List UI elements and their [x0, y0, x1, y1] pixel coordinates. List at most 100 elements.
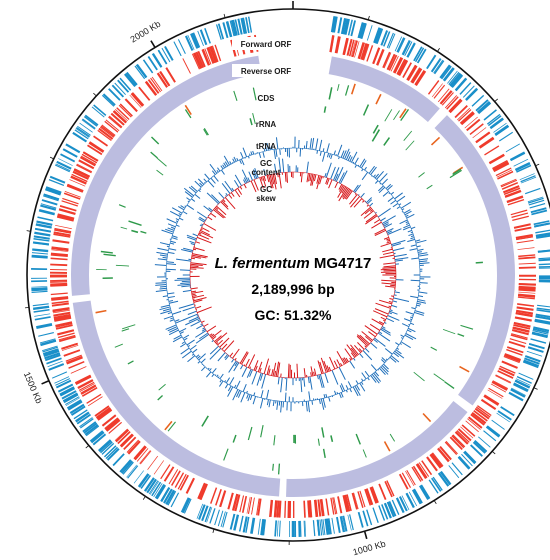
- gc-skew-baseline: [189, 171, 397, 379]
- reverse-orf-mark: [51, 297, 69, 301]
- gc-content-bar: [191, 353, 195, 356]
- gc-content-bar: [419, 262, 430, 265]
- forward-orf-mark: [478, 436, 491, 448]
- gc-content-track: [154, 136, 431, 413]
- cds-segment: [72, 300, 281, 497]
- trna-mark: [252, 87, 257, 101]
- reverse-orf-mark: [364, 489, 372, 506]
- forward-orf-mark: [233, 514, 239, 531]
- forward-orf-mark: [105, 446, 118, 459]
- trna-mark: [127, 360, 134, 365]
- reverse-orf-mark: [342, 495, 348, 513]
- gc-content-bar: [224, 383, 229, 389]
- reverse-orf-mark: [210, 487, 218, 504]
- reverse-orf-mark: [386, 480, 395, 497]
- forward-orf-mark: [136, 63, 148, 78]
- trna-mark: [131, 229, 139, 234]
- gc-skew-bar: [190, 262, 207, 266]
- reverse-orf-mark: [511, 329, 529, 336]
- gc-skew-bar: [306, 161, 309, 173]
- gc-content-bar: [410, 237, 415, 240]
- forward-orf-mark: [133, 470, 144, 484]
- gc-content-bar: [157, 258, 167, 261]
- reverse-orf-mark: [182, 58, 191, 74]
- reverse-orf-mark: [197, 50, 206, 68]
- gc-skew-bar: [251, 371, 258, 385]
- forward-orf-mark: [406, 42, 416, 58]
- gc-skew-bar: [333, 360, 339, 369]
- gc-skew-bar: [325, 162, 332, 178]
- gc-content-bar: [355, 380, 359, 385]
- reverse-orf-mark: [50, 254, 68, 257]
- gc-skew-bar: [354, 193, 357, 195]
- gc-content-bar: [387, 196, 394, 202]
- gc-content-bar: [334, 390, 337, 395]
- reverse-orf-mark: [201, 48, 211, 66]
- gc-content-bar: [227, 386, 234, 397]
- gc-skew-bar: [266, 175, 270, 183]
- forward-orf-mark: [519, 173, 535, 181]
- gc-skew-bar: [211, 194, 220, 204]
- forward-orf-mark: [538, 263, 550, 266]
- gc-skew-bar: [198, 218, 205, 223]
- gc-content-bar: [416, 304, 421, 307]
- gc-content-bar: [309, 138, 313, 150]
- gc-content-bar: [373, 372, 382, 382]
- trna-mark: [233, 90, 238, 101]
- gc-content-bar: [190, 185, 198, 192]
- forward-orf-mark: [56, 380, 72, 389]
- gc-skew-bar: [234, 357, 237, 361]
- reverse-orf-mark: [333, 497, 338, 515]
- reverse-orf-mark: [97, 129, 112, 141]
- gc-content-bar: [373, 174, 376, 178]
- forward-orf-mark: [432, 476, 443, 491]
- gc-content-bar: [344, 148, 350, 160]
- forward-orf-mark: [528, 199, 545, 206]
- trna-mark: [336, 83, 340, 91]
- gc-skew-bar: [350, 352, 356, 358]
- reverse-orf-mark: [351, 40, 358, 58]
- reverse-orf-mark: [506, 346, 524, 354]
- forward-orf-mark: [191, 32, 200, 49]
- forward-orf-mark: [457, 456, 470, 470]
- gc-content-bar: [361, 168, 364, 172]
- forward-orf-mark: [157, 49, 168, 65]
- gc-skew-bar: [259, 373, 264, 381]
- gc-skew-bar: [388, 300, 393, 303]
- gc-content-bar: [247, 155, 250, 159]
- reverse-orf-mark: [136, 448, 149, 462]
- trna-mark: [156, 169, 164, 176]
- forward-orf-mark: [184, 35, 194, 51]
- forward-orf-mark: [477, 101, 491, 113]
- reverse-orf-mark: [501, 360, 518, 369]
- gc-content-bar: [207, 180, 215, 188]
- reverse-orf-mark: [454, 431, 469, 445]
- forward-orf-mark: [192, 32, 201, 48]
- gc-skew-bar: [386, 228, 394, 233]
- gc-skew-bar: [217, 352, 226, 362]
- reverse-orf-mark: [53, 315, 71, 321]
- trna-mark: [122, 324, 136, 330]
- gc-skew-bar: [313, 371, 315, 376]
- gc-skew-bar: [360, 206, 371, 216]
- reverse-orf-track: [49, 34, 537, 519]
- reverse-orf-mark: [357, 42, 365, 59]
- gc-skew-bar: [241, 169, 249, 183]
- forward-orf-mark: [493, 122, 507, 133]
- gc-content-bar: [183, 337, 188, 341]
- reverse-orf-mark: [483, 395, 499, 406]
- reverse-orf-mark: [440, 91, 453, 105]
- scale-tick-mark: [41, 380, 50, 385]
- gc-skew-bar: [344, 348, 353, 360]
- gc-content-bar: [370, 364, 377, 371]
- gc-skew-bar: [207, 216, 213, 221]
- forward-orf-mark: [44, 354, 61, 362]
- gc-content-bar: [172, 310, 182, 315]
- reverse-orf-mark: [508, 340, 526, 348]
- reverse-orf-mark: [500, 179, 517, 188]
- gc-content-bar: [197, 361, 201, 364]
- reverse-orf-mark: [335, 36, 341, 54]
- gc-content-bar: [407, 238, 416, 243]
- trna-mark: [444, 381, 455, 389]
- gc-skew-bar: [370, 342, 378, 349]
